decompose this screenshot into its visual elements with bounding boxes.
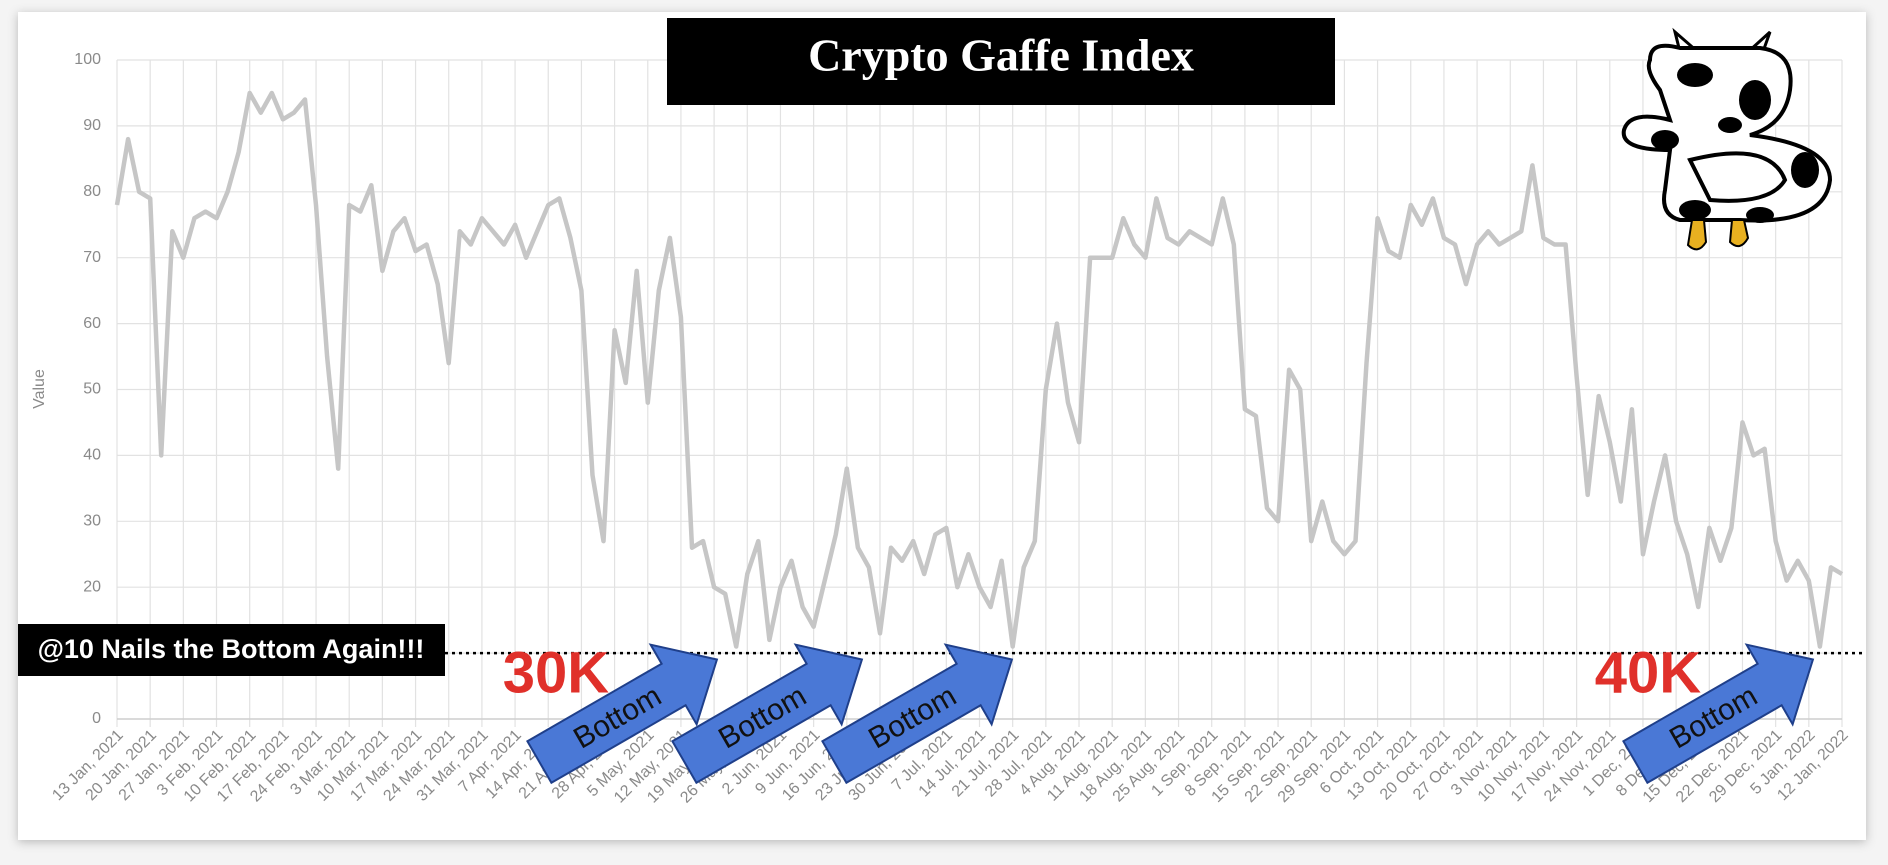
annotation-text: @10 Nails the Bottom Again!!!: [38, 634, 425, 664]
y-tick-label: 100: [74, 51, 101, 68]
title-box: [667, 18, 1335, 105]
y-tick-label: 40: [83, 447, 101, 464]
arrow-shape: [671, 643, 864, 785]
y-tick-label: 30: [83, 513, 101, 530]
y-tick-label: 0: [92, 710, 101, 727]
y-tick-label: 50: [83, 381, 101, 398]
y-tick-label: 70: [83, 249, 101, 266]
logo: [1621, 27, 1833, 251]
data-line: [114, 90, 1844, 649]
annotation-price: 40K: [1595, 640, 1702, 705]
y-tick-label: 60: [83, 315, 101, 332]
y-axis-label: Value: [31, 369, 48, 409]
chart-title: Crypto Gaffe Index: [808, 30, 1194, 81]
arrow-shape: [1622, 643, 1815, 785]
y-tick-label: 90: [83, 117, 101, 134]
arrow-shape: [821, 643, 1014, 785]
annotation-price: 30K: [503, 640, 610, 705]
y-tick-label: 80: [83, 183, 101, 200]
y-tick-label: 20: [83, 578, 101, 595]
annotation-box: [18, 624, 445, 676]
arrow-shape: [526, 643, 719, 785]
plot: [114, 90, 1844, 649]
